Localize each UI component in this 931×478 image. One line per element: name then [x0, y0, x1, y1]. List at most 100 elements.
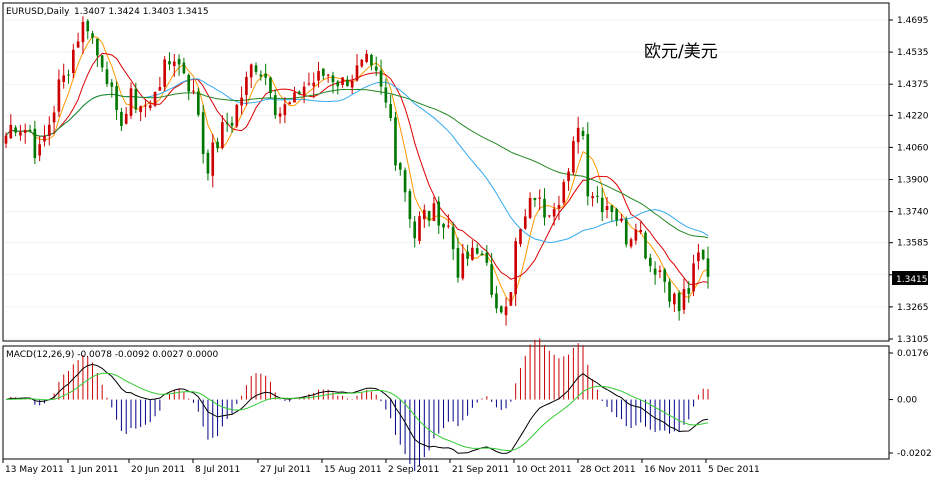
candle-body: [648, 257, 652, 267]
candle-body: [43, 135, 46, 142]
candle-body: [572, 141, 575, 173]
candle-body: [605, 206, 609, 211]
candle-body: [76, 41, 80, 48]
candle-body: [71, 49, 75, 73]
date-axis: 13 May 2011 1 Jun 2011 20 Jun 2011 8 Jul 20…: [2, 459, 760, 475]
candle-body: [528, 198, 532, 218]
candle-body: [687, 288, 691, 294]
candle-body: [264, 73, 267, 78]
candle-body: [586, 134, 590, 197]
candle-body: [245, 76, 248, 96]
candle-body: [100, 55, 104, 68]
candle-body: [418, 216, 421, 241]
candle-body: [115, 86, 118, 111]
price-axis: 1.4695 1.4535 1.4375 1.4220 1.4060 1.3900 1.37…: [889, 16, 929, 345]
candle-body: [519, 228, 522, 245]
candle-body: [249, 64, 253, 78]
symbol-label: EURUSD,Daily: [6, 7, 70, 17]
candle-body: [235, 104, 239, 127]
date-tick-label: 1 Jun 2011: [70, 465, 118, 475]
candle-body: [480, 253, 484, 256]
candle-body: [9, 124, 13, 139]
price-tick-label: 1.4060: [897, 143, 929, 153]
candle-body: [567, 171, 570, 182]
candle-body: [374, 66, 378, 71]
candle-body: [4, 135, 8, 144]
candle-body: [706, 258, 710, 277]
candle-body: [206, 152, 210, 174]
macd-header: MACD(12,26,9) -0.0078 -0.0092 0.0027 0.0…: [6, 350, 219, 360]
candle-body: [663, 269, 667, 282]
candle-body: [350, 80, 354, 88]
candle-body: [451, 226, 455, 250]
candle-body: [437, 201, 441, 226]
candle-body: [634, 229, 638, 241]
candle-body: [230, 122, 234, 126]
candle-body: [644, 232, 647, 259]
candle-body: [91, 33, 94, 38]
candle-body: [495, 293, 498, 309]
candle-body: [591, 196, 594, 199]
candle-body: [283, 104, 287, 116]
candle-body: [168, 61, 171, 65]
candle-body: [581, 130, 585, 137]
candle-body: [370, 54, 373, 66]
candle-body: [427, 210, 431, 221]
candle-body: [81, 21, 85, 43]
candle-body: [302, 86, 306, 96]
candle-body: [379, 70, 383, 87]
candle-body: [163, 59, 166, 87]
candle-body: [307, 83, 311, 85]
candle-body: [701, 249, 705, 260]
price-tick-label: 1.4375: [897, 80, 929, 90]
candle-body: [432, 203, 436, 221]
candle-body: [629, 239, 633, 247]
candle-body: [47, 124, 51, 136]
macd-histogram: [10, 338, 709, 472]
candle-body: [57, 79, 61, 112]
candle-body: [413, 221, 417, 239]
date-tick-label: 28 Oct 2011: [580, 465, 636, 475]
candle-body: [408, 191, 412, 220]
candle-body: [269, 77, 272, 94]
candle-body: [422, 209, 426, 220]
candle-body: [278, 113, 282, 117]
candle-body: [447, 225, 450, 227]
candle-body: [331, 75, 335, 83]
price-tick-label: 1.3265: [897, 303, 929, 313]
candle-body: [33, 128, 37, 159]
candle-body: [197, 91, 200, 115]
candle-body: [346, 79, 349, 87]
candle-body: [692, 263, 695, 292]
candle-body: [192, 90, 195, 92]
date-tick-label: 15 Aug 2011: [324, 465, 382, 475]
candle-body: [23, 130, 27, 133]
candle-body: [562, 182, 566, 203]
candle-body: [129, 88, 133, 116]
candle-body: [677, 292, 681, 312]
candle-body: [139, 106, 142, 113]
macd-lines: [5, 363, 709, 454]
candle-body: [110, 82, 114, 87]
candle-body: [240, 97, 243, 106]
candle-body: [326, 74, 330, 76]
overlay-title: 欧元/美元: [644, 42, 718, 62]
price-gridlines: [4, 19, 888, 340]
candle-body: [19, 132, 22, 136]
candle-body: [557, 205, 561, 209]
candle-body: [134, 88, 138, 110]
candle-body: [403, 170, 407, 193]
candle-body: [658, 270, 662, 272]
candle-body: [293, 92, 296, 103]
ohlc-values: 1.3407 1.3424 1.3403 1.3415: [74, 7, 209, 17]
candle-body: [697, 252, 700, 262]
candle-body: [67, 74, 70, 76]
candle-body: [144, 105, 147, 107]
price-tick-label: 1.4535: [897, 48, 929, 58]
signal-line: [5, 372, 709, 452]
candle-body: [523, 216, 527, 229]
candle-body: [62, 75, 66, 82]
price-tick-label: 1.3105: [897, 335, 929, 345]
price-tick-label: 1.3740: [897, 208, 929, 218]
